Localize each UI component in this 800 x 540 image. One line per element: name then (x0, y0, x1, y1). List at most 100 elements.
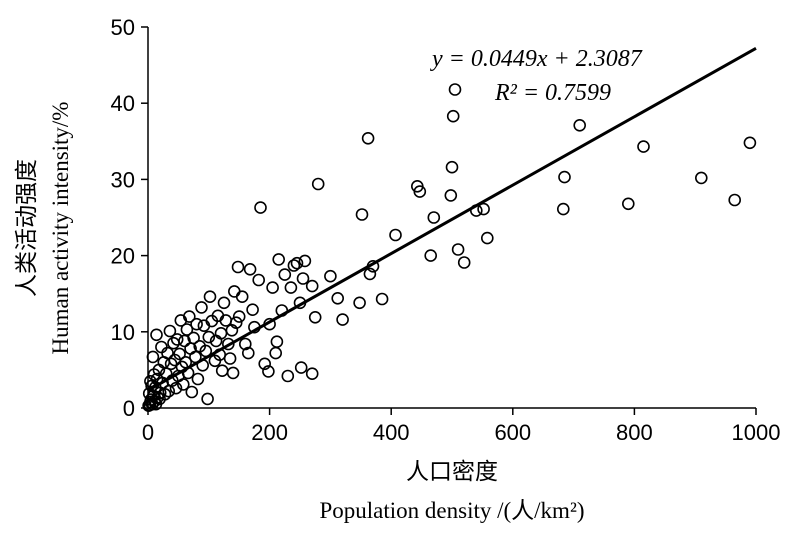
data-point (232, 310, 246, 323)
data-point (324, 269, 337, 283)
data-point (203, 290, 217, 304)
data-point (331, 291, 345, 305)
y-tick-label: 40 (111, 91, 135, 116)
y-tick-label: 0 (123, 396, 135, 421)
data-point (191, 372, 205, 386)
data-point (269, 346, 283, 360)
regression-line (147, 46, 757, 392)
data-point (308, 310, 322, 324)
data-point (743, 136, 757, 150)
data-point (305, 367, 319, 381)
data-point (180, 323, 194, 336)
data-point (355, 208, 369, 221)
data-point (146, 350, 160, 364)
data-point (448, 83, 462, 96)
data-point (142, 387, 156, 400)
data-point (239, 337, 252, 351)
scatter-points (142, 83, 757, 413)
data-point (202, 330, 216, 344)
data-point (155, 340, 168, 354)
regression-equation: y = 0.0449x + 2.3087 (430, 46, 643, 72)
data-point (174, 314, 188, 327)
data-point (451, 243, 465, 256)
data-point (558, 170, 571, 184)
data-point (262, 365, 275, 378)
data-point (195, 301, 208, 314)
x-axis-label-en: Population density /(人/km²) (320, 498, 585, 523)
x-tick-label: 1000 (732, 420, 781, 445)
data-point (621, 197, 635, 211)
x-tick-label: 400 (373, 420, 410, 445)
data-point (169, 381, 183, 395)
data-point (637, 140, 650, 153)
x-tick-label: 800 (616, 420, 653, 445)
data-point (208, 354, 222, 368)
data-point (272, 253, 286, 266)
data-point (424, 249, 438, 262)
data-point (223, 352, 237, 365)
data-point (167, 336, 180, 350)
data-point (243, 262, 257, 276)
data-point (150, 328, 163, 342)
data-point (144, 374, 157, 388)
data-point (231, 260, 245, 274)
data-point (190, 317, 203, 331)
data-point (363, 267, 377, 281)
data-point (480, 231, 494, 245)
data-point (226, 366, 240, 380)
data-point (209, 334, 223, 348)
data-point (446, 109, 460, 123)
data-point (162, 384, 175, 398)
data-point (336, 313, 349, 326)
data-point (184, 342, 197, 355)
data-point (296, 272, 310, 285)
x-tick-label: 200 (251, 420, 288, 445)
data-point (153, 392, 166, 406)
data-point (444, 189, 458, 202)
data-point (353, 296, 366, 310)
y-axis-label-en: Human activity intensity/% (48, 102, 73, 355)
data-point (284, 281, 298, 294)
data-point (252, 273, 266, 287)
data-point (311, 177, 325, 191)
x-tick-label: 0 (142, 420, 154, 445)
data-point (201, 392, 214, 406)
data-point (170, 333, 184, 346)
data-point (228, 285, 241, 298)
data-point (163, 324, 177, 338)
data-point (215, 364, 229, 378)
data-point (254, 201, 267, 214)
data-point (477, 202, 490, 216)
data-point (573, 119, 587, 132)
data-point (242, 346, 255, 360)
data-point (298, 254, 312, 268)
data-point (197, 319, 211, 333)
x-tick-label: 600 (494, 420, 531, 445)
regression-r2: R² = 0.7599 (494, 80, 611, 106)
data-point (389, 228, 402, 242)
x-axis-label-cn: 人口密度 (406, 459, 498, 485)
data-point (556, 202, 570, 216)
data-point (427, 211, 441, 224)
data-point (361, 132, 375, 145)
data-point (270, 335, 284, 349)
data-point (445, 160, 459, 174)
data-point (258, 357, 272, 371)
y-tick-label: 20 (111, 244, 135, 269)
data-point (294, 361, 308, 374)
data-point (246, 303, 259, 317)
data-point (694, 171, 708, 185)
data-point (217, 296, 231, 310)
data-point (287, 259, 301, 272)
data-point (290, 256, 304, 270)
data-point (410, 180, 424, 193)
data-point (164, 357, 178, 371)
y-tick-label: 30 (111, 167, 135, 192)
y-axis-label-cn: 人类活动强度 (14, 159, 40, 297)
data-point (281, 369, 295, 383)
data-point (728, 193, 742, 207)
data-point (193, 339, 206, 353)
data-point (185, 385, 199, 399)
data-point (305, 279, 319, 293)
